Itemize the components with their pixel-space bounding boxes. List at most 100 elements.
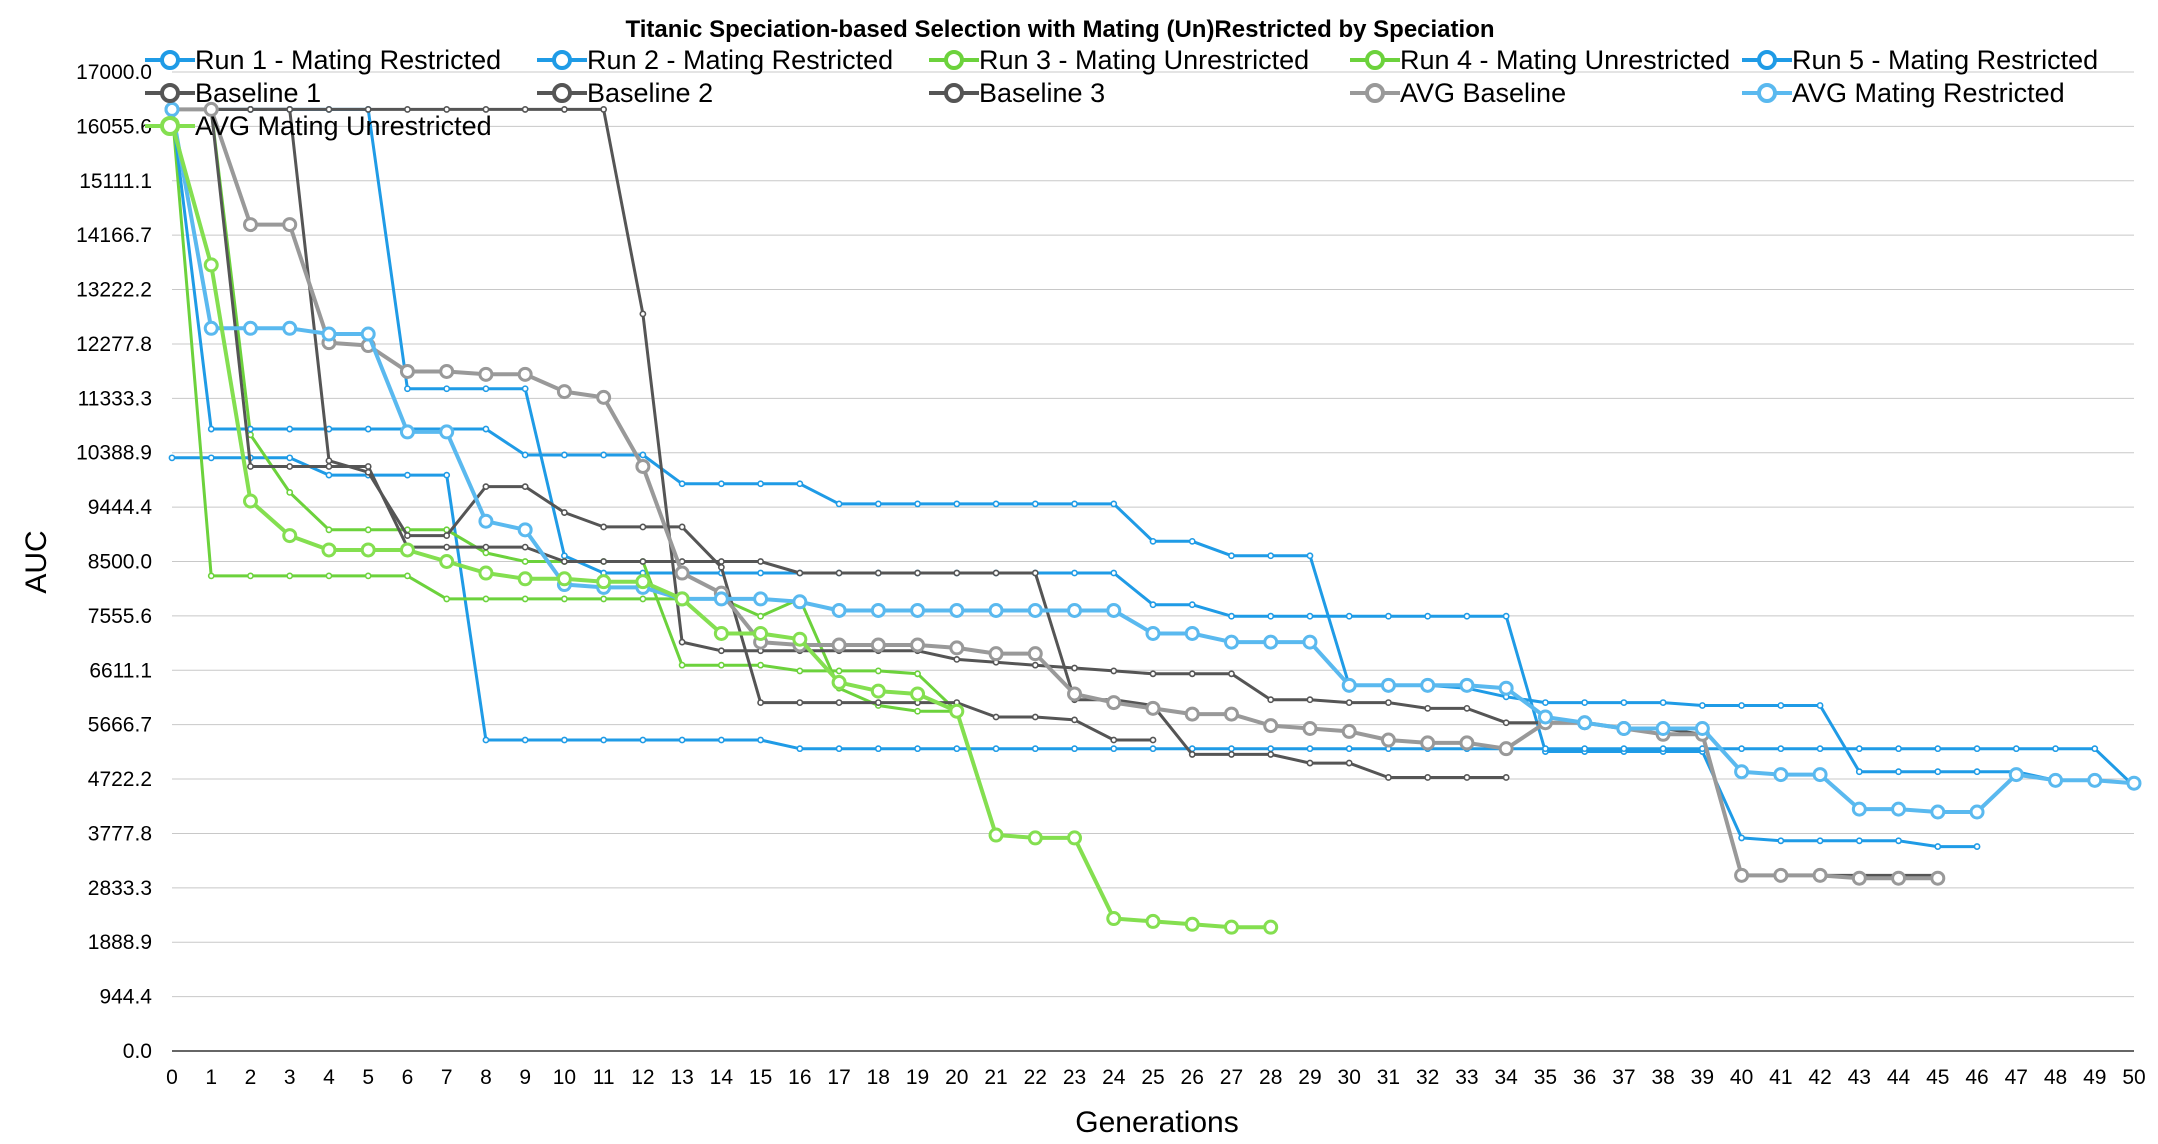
data-point <box>639 451 647 459</box>
data-point <box>1263 718 1279 734</box>
data-point <box>1267 745 1275 753</box>
data-point <box>282 528 298 544</box>
data-point <box>1581 699 1589 706</box>
data-point <box>796 480 804 488</box>
data-point <box>835 500 843 508</box>
data-point <box>796 745 804 753</box>
data-point <box>1345 612 1353 620</box>
data-point <box>561 736 568 744</box>
data-point <box>1184 625 1200 641</box>
data-point <box>247 463 254 470</box>
data-point <box>1345 759 1353 767</box>
data-point <box>521 736 529 744</box>
data-point <box>910 602 926 618</box>
data-point <box>1267 552 1275 560</box>
legend-item: Run 5 - Mating Restricted <box>1742 45 2098 75</box>
data-point <box>600 558 608 565</box>
legend-marker <box>160 116 180 136</box>
data-point <box>988 602 1004 618</box>
legend-item: Run 1 - Mating Restricted <box>145 45 501 75</box>
data-point <box>988 827 1004 843</box>
data-point <box>1620 745 1628 753</box>
data-point <box>792 594 808 610</box>
data-point <box>168 454 176 462</box>
data-point <box>992 713 1000 721</box>
data-point <box>1502 612 1510 620</box>
x-tick-label: 49 <box>2083 1066 2106 1089</box>
y-tick-label: 6611.1 <box>89 659 152 682</box>
data-point <box>1973 768 1981 776</box>
data-point <box>1345 745 1353 753</box>
data-point <box>713 625 729 641</box>
data-point <box>1031 569 1039 577</box>
data-point <box>1851 870 1867 886</box>
data-point <box>1031 745 1039 753</box>
data-point <box>1110 667 1118 675</box>
data-point <box>1973 745 1981 753</box>
data-point <box>482 595 490 603</box>
data-point <box>521 106 529 113</box>
data-point <box>521 451 529 459</box>
data-point <box>321 542 337 558</box>
x-tick-label: 15 <box>749 1066 772 1089</box>
data-point <box>1031 661 1039 669</box>
data-point <box>757 699 764 706</box>
data-point <box>1149 537 1157 545</box>
data-point <box>1145 625 1161 641</box>
data-point <box>674 591 690 607</box>
data-point <box>1071 500 1078 508</box>
data-point <box>596 574 612 590</box>
data-point <box>953 745 961 753</box>
y-tick-label: 7555.6 <box>88 605 152 628</box>
data-point <box>1106 695 1122 711</box>
legend-label: AVG Baseline <box>1400 78 1566 108</box>
data-point <box>678 523 686 531</box>
data-point <box>364 468 372 476</box>
data-point <box>443 106 451 113</box>
data-point <box>874 500 882 508</box>
data-point <box>635 574 651 590</box>
x-tick-label: 0 <box>166 1066 178 1089</box>
data-point <box>678 638 686 646</box>
data-point <box>1620 699 1628 706</box>
data-point <box>325 526 333 534</box>
data-point <box>1263 919 1279 935</box>
x-tick-label: 35 <box>1534 1066 1557 1089</box>
data-point <box>717 736 725 744</box>
y-tick-label: 1888.9 <box>88 931 152 954</box>
data-point <box>203 320 219 336</box>
x-tick-label: 37 <box>1612 1066 1635 1089</box>
data-point <box>1659 699 1667 706</box>
data-point <box>1228 751 1235 758</box>
x-tick-label: 43 <box>1848 1066 1871 1089</box>
data-point <box>1934 745 1942 753</box>
series-11 <box>164 116 1279 935</box>
data-point <box>1306 696 1314 704</box>
data-point <box>1031 500 1039 508</box>
data-point <box>203 257 219 273</box>
data-point <box>1773 867 1789 883</box>
legend-label: Baseline 2 <box>587 78 713 108</box>
data-point <box>988 646 1004 662</box>
data-point <box>1502 774 1510 781</box>
data-point <box>831 674 847 690</box>
data-point <box>835 569 843 577</box>
data-point <box>874 569 882 577</box>
data-point <box>1027 602 1043 618</box>
legend-item: AVG Mating Restricted <box>1742 78 2065 108</box>
x-tick-label: 28 <box>1259 1066 1282 1089</box>
x-tick-label: 10 <box>553 1066 576 1089</box>
x-tick-label: 29 <box>1298 1066 1321 1089</box>
legend-item: AVG Mating Unrestricted <box>145 111 492 141</box>
data-point <box>639 595 647 603</box>
data-point <box>561 106 568 113</box>
data-point <box>521 385 529 393</box>
x-tick-label: 3 <box>284 1066 296 1089</box>
data-point <box>910 637 926 653</box>
data-point <box>713 591 729 607</box>
series-8 <box>168 106 1157 744</box>
y-tick-label: 12277.8 <box>76 333 152 356</box>
data-point <box>1498 680 1514 696</box>
data-point <box>1891 870 1907 886</box>
data-point <box>992 500 1000 508</box>
